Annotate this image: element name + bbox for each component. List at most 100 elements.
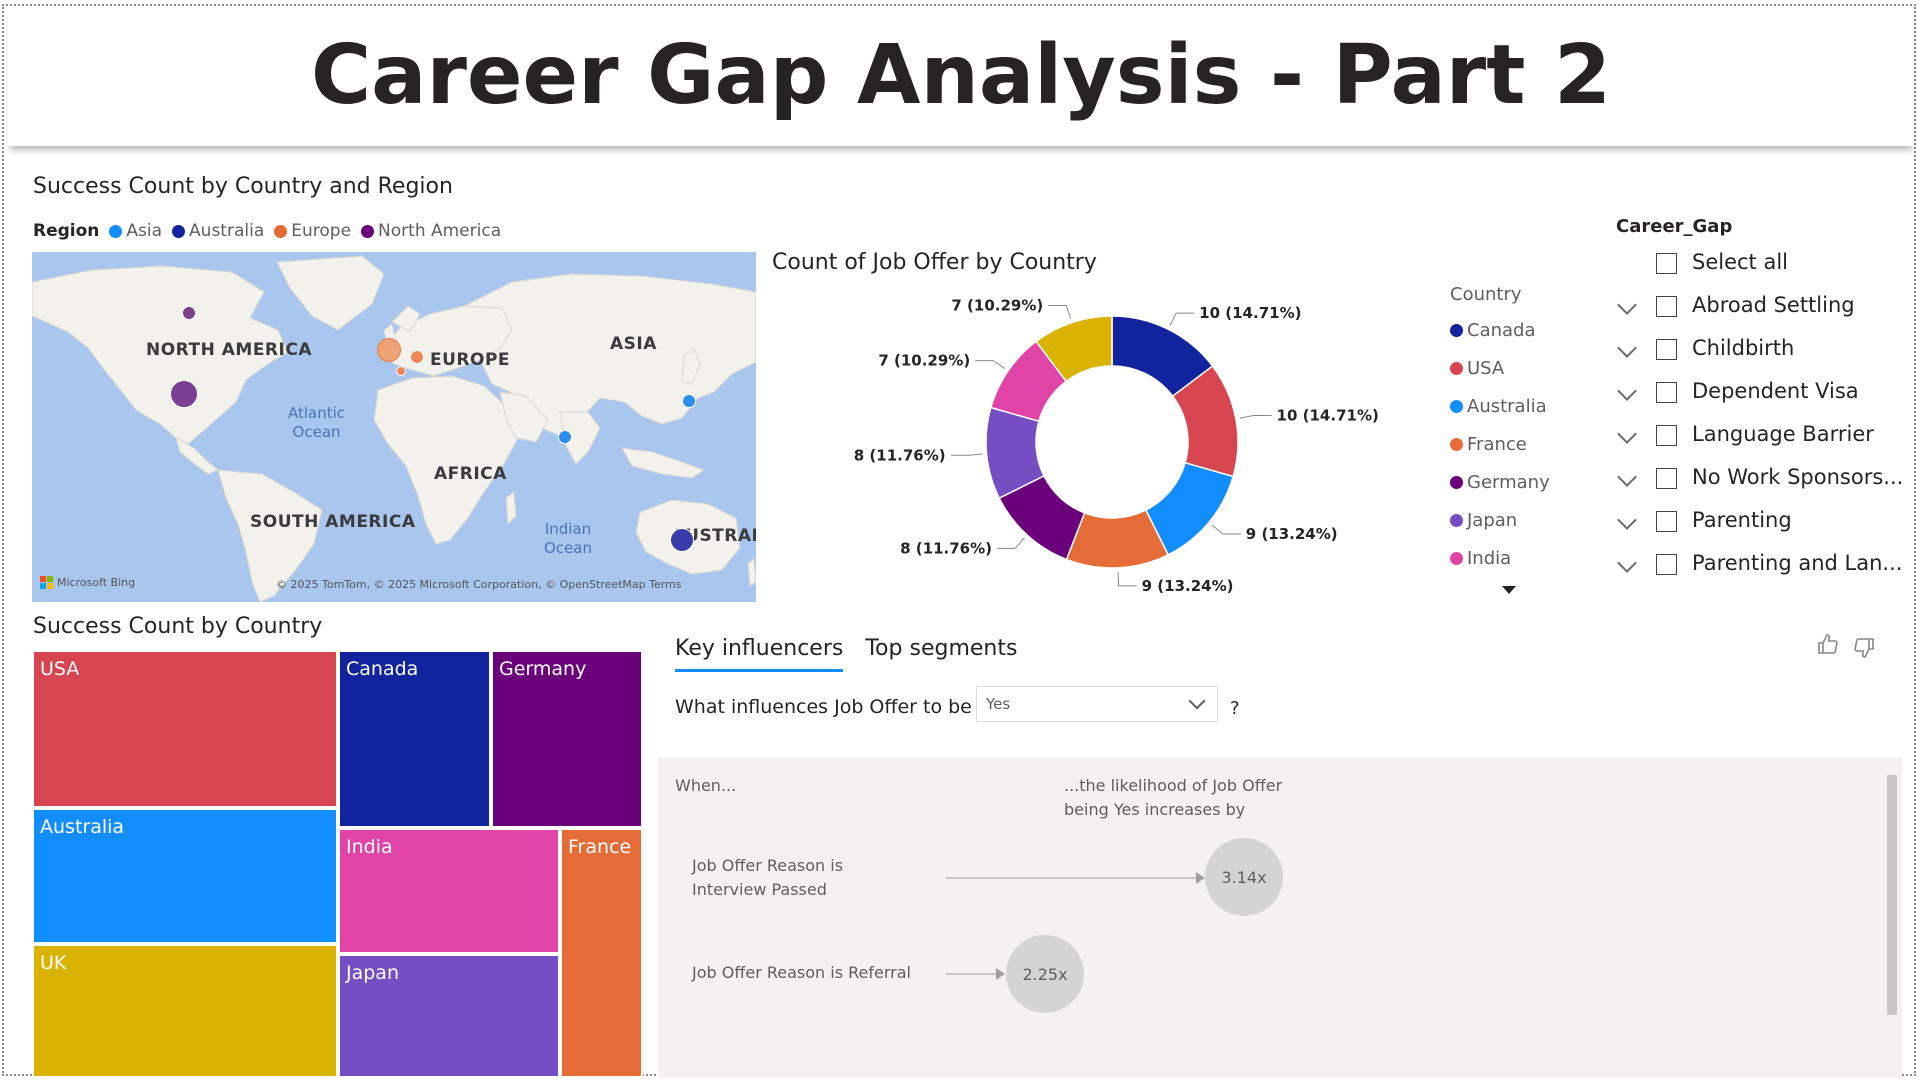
- bing-attribution: Microsoft Bing: [40, 576, 135, 589]
- page-title: Career Gap Analysis - Part 2: [310, 28, 1612, 123]
- treemap-cell-usa[interactable]: USA: [32, 650, 338, 808]
- donut-legend-item-india[interactable]: India: [1450, 539, 1550, 577]
- chevron-down-icon[interactable]: [1617, 467, 1637, 487]
- tab-key-influencers[interactable]: Key influencers: [675, 636, 844, 672]
- legend-label: Australia: [1467, 395, 1547, 417]
- map-bubble-europe[interactable]: [410, 350, 424, 364]
- checkbox[interactable]: [1656, 296, 1677, 317]
- map-legend: Region Asia Australia Europe North Ameri…: [33, 221, 511, 241]
- donut-legend-item-france[interactable]: France: [1450, 425, 1550, 463]
- checkbox[interactable]: [1656, 253, 1677, 274]
- donut-data-label: 9 (13.24%): [1246, 525, 1338, 543]
- treemap-cell-canada[interactable]: Canada: [338, 650, 491, 828]
- ki-target-value-dropdown[interactable]: Yes: [976, 686, 1218, 722]
- ki-influencer-bubble[interactable]: 3.14x: [1205, 838, 1283, 916]
- donut-legend-item-usa[interactable]: USA: [1450, 349, 1550, 387]
- legend-scroll-down-icon[interactable]: [1502, 586, 1516, 594]
- map-legend-item-australia[interactable]: Australia: [172, 221, 264, 241]
- slicer-item-select-all[interactable]: Select all: [1616, 243, 1916, 286]
- chevron-down-icon[interactable]: [1617, 338, 1637, 358]
- map-legend-item-europe[interactable]: Europe: [274, 221, 351, 241]
- map-copyright[interactable]: © 2025 TomTom, © 2025 Microsoft Corporat…: [276, 578, 682, 591]
- legend-label: Europe: [291, 221, 352, 241]
- map-bubble-asia[interactable]: [558, 430, 572, 444]
- map-bubble-north-america[interactable]: [170, 380, 198, 408]
- thumbs-up-icon[interactable]: [1816, 632, 1840, 662]
- legend-dot-icon: [1450, 437, 1463, 451]
- ki-influencer-label[interactable]: Job Offer Reason is Referral: [692, 963, 911, 982]
- donut-chart[interactable]: 10 (14.71%) 10 (14.71%) 9 (13.24%) 9 (13.24…: [840, 290, 1400, 610]
- map-bubble-australia[interactable]: [670, 528, 694, 552]
- ki-influencer-label[interactable]: Job Offer Reason is Interview Passed: [692, 856, 844, 899]
- donut-legend-title: Country: [1450, 284, 1522, 305]
- map-bubble-north-america[interactable]: [182, 306, 196, 320]
- treemap-cell-uk[interactable]: UK: [32, 944, 338, 1078]
- ki-question-text: What influences Job Offer to be: [675, 696, 972, 718]
- donut-leader-line: [975, 360, 1006, 369]
- world-map[interactable]: NORTH AMERICA EUROPE ASIA AFRICA SOUTH A…: [32, 252, 756, 602]
- chevron-down-icon[interactable]: [1617, 553, 1637, 573]
- donut-leader-line: [1048, 304, 1072, 319]
- slicer-item-label: Language Barrier: [1692, 422, 1874, 446]
- donut-legend-item-australia[interactable]: Australia: [1450, 387, 1550, 425]
- slicer-item-childbirth[interactable]: Childbirth: [1616, 329, 1916, 372]
- ki-influencer-bubble[interactable]: 2.25x: [1006, 935, 1084, 1013]
- treemap-cell-japan[interactable]: Japan: [338, 954, 560, 1078]
- arrow-right-icon: [1196, 872, 1205, 884]
- checkbox[interactable]: [1656, 511, 1677, 532]
- chevron-down-icon[interactable]: [1617, 381, 1637, 401]
- legend-dot-icon: [361, 224, 375, 238]
- thumbs-down-icon[interactable]: [1852, 636, 1876, 666]
- chevron-down-icon[interactable]: [1617, 424, 1637, 444]
- donut-data-label: 8 (11.76%): [854, 446, 946, 464]
- map-bubble-europe[interactable]: [377, 338, 401, 362]
- treemap-cell-india[interactable]: India: [338, 828, 560, 954]
- checkbox[interactable]: [1656, 425, 1677, 446]
- treemap-cell-germany[interactable]: Germany: [491, 650, 643, 828]
- slicer-item-abroad-settling[interactable]: Abroad Settling: [1616, 286, 1916, 329]
- chevron-down-icon[interactable]: [1617, 510, 1637, 530]
- legend-label: Canada: [1467, 319, 1536, 341]
- donut-legend: Country Canada USA Australia France Germ…: [1450, 284, 1550, 577]
- bing-logo-icon: [40, 576, 53, 589]
- map-visual-title: Success Count by Country and Region: [33, 174, 453, 199]
- legend-dot-icon: [109, 224, 123, 238]
- map-legend-item-north-america[interactable]: North America: [361, 221, 501, 241]
- map-bubble-europe[interactable]: [396, 366, 406, 376]
- slicer-item-parenting[interactable]: Parenting: [1616, 501, 1916, 544]
- legend-label: Australia: [189, 221, 265, 241]
- donut-legend-item-canada[interactable]: Canada: [1450, 311, 1550, 349]
- donut-data-label: 9 (13.24%): [1142, 577, 1234, 595]
- slicer-item-label: Abroad Settling: [1692, 293, 1855, 317]
- map-legend-item-asia[interactable]: Asia: [109, 221, 162, 241]
- chevron-down-icon[interactable]: [1617, 295, 1637, 315]
- treemap-cell-france[interactable]: France: [560, 828, 643, 1078]
- checkbox[interactable]: [1656, 382, 1677, 403]
- donut-slice-uk[interactable]: [1035, 315, 1113, 383]
- treemap-visual-title: Success Count by Country: [33, 614, 323, 639]
- map-label-africa: AFRICA: [434, 464, 507, 484]
- map-label-north-america: NORTH AMERICA: [146, 340, 312, 360]
- checkbox[interactable]: [1656, 468, 1677, 489]
- slicer-item-label: No Work Sponsors...: [1692, 465, 1904, 489]
- map-label-atlantic-ocean: Atlantic Ocean: [288, 404, 346, 441]
- map-bubble-asia[interactable]: [682, 394, 696, 408]
- slicer-item-language-barrier[interactable]: Language Barrier: [1616, 415, 1916, 458]
- checkbox[interactable]: [1656, 554, 1677, 575]
- slicer-item-no-work-sponsorship[interactable]: No Work Sponsors...: [1616, 458, 1916, 501]
- donut-leader-line: [950, 453, 983, 456]
- checkbox[interactable]: [1656, 339, 1677, 360]
- donut-legend-item-japan[interactable]: Japan: [1450, 501, 1550, 539]
- treemap-cell-australia[interactable]: Australia: [32, 808, 338, 944]
- ki-results-panel: [658, 758, 1902, 1078]
- slicer-item-dependent-visa[interactable]: Dependent Visa: [1616, 372, 1916, 415]
- arrow-right-icon: [996, 968, 1005, 980]
- ki-question-mark: ?: [1230, 698, 1240, 719]
- ki-scrollbar[interactable]: [1887, 775, 1897, 1015]
- slicer-title: Career_Gap: [1616, 216, 1733, 237]
- slicer-item-parenting-and-language[interactable]: Parenting and Lan...: [1616, 544, 1916, 587]
- tab-top-segments[interactable]: Top segments: [865, 636, 1018, 661]
- donut-data-label: 7 (10.29%): [878, 352, 970, 370]
- slicer-item-label: Childbirth: [1692, 336, 1795, 360]
- donut-legend-item-germany[interactable]: Germany: [1450, 463, 1550, 501]
